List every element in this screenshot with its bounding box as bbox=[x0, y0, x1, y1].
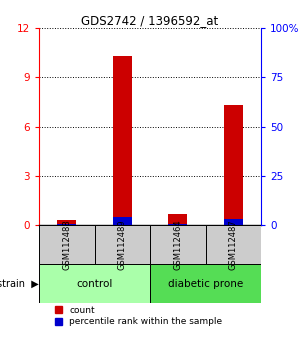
Bar bbox=[224, 105, 243, 225]
Bar bbox=[112, 217, 132, 225]
Text: diabetic prone: diabetic prone bbox=[168, 279, 243, 289]
Text: GSM112488: GSM112488 bbox=[62, 219, 71, 270]
Bar bbox=[57, 220, 76, 225]
Bar bbox=[168, 224, 188, 225]
Title: GDS2742 / 1396592_at: GDS2742 / 1396592_at bbox=[81, 14, 219, 27]
Text: control: control bbox=[76, 279, 113, 289]
Bar bbox=[112, 56, 132, 225]
Text: strain  ▶: strain ▶ bbox=[0, 279, 39, 289]
Bar bbox=[39, 264, 150, 303]
Bar bbox=[39, 225, 94, 264]
Bar bbox=[206, 225, 261, 264]
Bar bbox=[224, 219, 243, 225]
Text: GSM112489: GSM112489 bbox=[118, 219, 127, 270]
Legend: count, percentile rank within the sample: count, percentile rank within the sample bbox=[55, 306, 222, 326]
Text: GSM112487: GSM112487 bbox=[229, 219, 238, 270]
Text: GSM112464: GSM112464 bbox=[173, 219, 182, 270]
Bar bbox=[168, 214, 188, 225]
Bar bbox=[94, 225, 150, 264]
Bar bbox=[150, 225, 206, 264]
Bar bbox=[150, 264, 261, 303]
